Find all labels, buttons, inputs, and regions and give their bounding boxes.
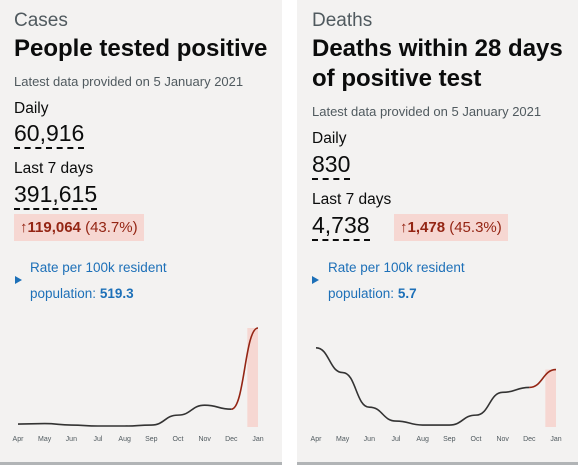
card-title-line-2: of positive test — [312, 65, 482, 92]
change-amount: 1,478 — [407, 219, 446, 236]
change-percent: (43.7%) — [85, 219, 138, 236]
card-title: People tested positive — [14, 35, 268, 62]
x-tick-label: Sep — [443, 436, 456, 443]
change-amount: 119,064 — [27, 219, 81, 236]
expand-triangle-icon[interactable] — [312, 276, 319, 284]
x-tick-label: Jun — [66, 436, 77, 443]
x-tick-label: Jul — [392, 436, 401, 443]
x-tick-label: Dec — [225, 436, 238, 443]
daily-value[interactable]: 830 — [312, 151, 351, 180]
change-badge: ↑1,478 (45.3%) — [394, 214, 508, 241]
last-7-days-label: Last 7 days — [312, 191, 392, 208]
recent-trend-line — [230, 327, 259, 410]
expand-triangle-icon[interactable] — [15, 276, 22, 284]
x-tick-label: Jun — [364, 436, 375, 443]
x-tick-label: May — [336, 436, 350, 443]
last-7-days-label: Last 7 days — [14, 160, 94, 177]
recent-period-band — [545, 369, 556, 427]
x-tick-label: Apr — [13, 436, 25, 443]
change-badge: ↑119,064 (43.7%) — [14, 214, 144, 241]
daily-value[interactable]: 60,916 — [14, 120, 85, 149]
rate-line-1: Rate per 100k resident — [30, 260, 167, 275]
rate-value: 5.7 — [397, 286, 417, 301]
rate-line-1: Rate per 100k resident — [328, 260, 465, 275]
recent-period-band — [247, 328, 258, 427]
deaths-card: Deaths Deaths within 28 days of positive… — [297, 0, 578, 465]
x-tick-label: Oct — [471, 436, 482, 443]
rate-line-2-prefix: population: — [328, 286, 398, 301]
x-tick-label: Dec — [523, 436, 536, 443]
trend-line — [17, 404, 232, 427]
card-category: Deaths — [312, 10, 373, 31]
rate-details-toggle[interactable]: Rate per 100k resident population: 5.7 — [328, 255, 465, 307]
x-tick-label: Oct — [173, 436, 184, 443]
x-tick-label: Sep — [145, 436, 158, 443]
x-tick-label: Jan — [550, 436, 561, 443]
rate-value: 519.3 — [99, 286, 134, 301]
latest-data-note: Latest data provided on 5 January 2021 — [14, 74, 244, 89]
deaths-trend-chart: Apr May Jun Jul Aug Sep Oct Nov Dec Jan — [311, 347, 562, 443]
x-tick-label: Jul — [94, 436, 103, 443]
daily-label: Daily — [312, 130, 347, 147]
rate-line-2-prefix: population: — [30, 286, 100, 301]
cases-trend-chart: Apr May Jun Jul Aug Sep Oct Nov Dec Jan — [13, 327, 264, 443]
last-7-days-value[interactable]: 4,738 — [312, 212, 370, 241]
last-7-days-value[interactable]: 391,615 — [14, 181, 98, 210]
rate-details-toggle[interactable]: Rate per 100k resident population: 519.3 — [30, 255, 167, 307]
up-arrow-icon: ↑ — [400, 219, 408, 236]
cases-card: Cases People tested positive Latest data… — [0, 0, 282, 465]
x-tick-label: Apr — [311, 436, 323, 443]
x-tick-label: Nov — [198, 436, 211, 443]
card-category: Cases — [14, 10, 68, 31]
latest-data-note: Latest data provided on 5 January 2021 — [312, 104, 542, 119]
up-arrow-icon: ↑ — [20, 219, 28, 236]
x-tick-label: Nov — [496, 436, 509, 443]
card-title-line-1: Deaths within 28 days — [312, 35, 563, 62]
daily-label: Daily — [14, 100, 49, 117]
x-tick-label: Aug — [118, 436, 131, 443]
x-tick-label: May — [38, 436, 52, 443]
trend-line — [315, 347, 530, 426]
recent-trend-line — [529, 368, 557, 389]
x-tick-label: Jan — [252, 436, 263, 443]
change-percent: (45.3%) — [449, 219, 502, 236]
x-tick-label: Aug — [416, 436, 429, 443]
